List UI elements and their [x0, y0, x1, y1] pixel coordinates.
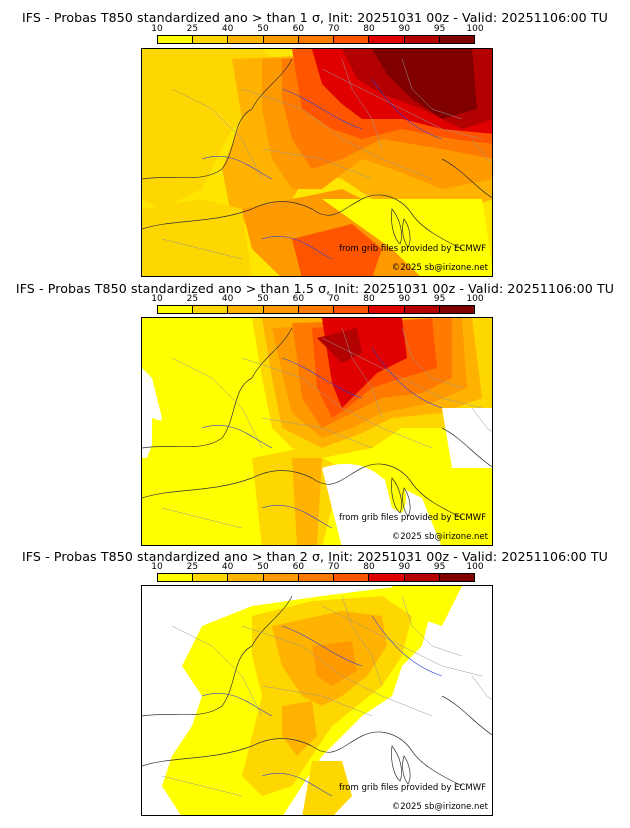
colorbar-tick-label: 10: [151, 294, 163, 304]
colorbar-swatch: [228, 36, 264, 43]
colorbar-tick-label: 60: [292, 24, 305, 34]
colorbar-swatch: [298, 574, 335, 581]
colorbar-tick-label: 40: [221, 562, 234, 572]
colorbar-swatch: [369, 36, 405, 43]
colorbar-swatch: [158, 36, 194, 43]
colorbar-swatch: [263, 306, 299, 313]
colorbar-swatch: [334, 574, 370, 581]
colorbar-swatch: [193, 574, 229, 581]
colorbar-tick-label: 25: [186, 294, 199, 304]
colorbar-tick-label: 90: [398, 562, 411, 572]
map-graphic: [142, 318, 492, 545]
colorbar-tick-label: 40: [221, 294, 234, 304]
colorbar-swatch: [298, 36, 335, 43]
colorbar-tick-label: 90: [398, 294, 411, 304]
panel-title: IFS - Probas T850 standardized ano > tha…: [21, 10, 608, 25]
colorbar-tick-label: 40: [221, 24, 234, 34]
colorbar-swatch: [193, 36, 229, 43]
colorbar-tick-label: 95: [433, 24, 446, 34]
map-panel-3: IFS - Probas T850 standardized ano > tha…: [0, 548, 630, 828]
map-panel-1: IFS - Probas T850 standardized ano > tha…: [0, 0, 630, 280]
colorbar-tick-label: 50: [257, 294, 269, 304]
colorbar-tick-label: 25: [186, 562, 199, 572]
colorbar-tick-label: 50: [257, 24, 269, 34]
colorbar-swatch: [439, 36, 474, 43]
colorbar-swatch: [263, 36, 299, 43]
probability-map: from grib files provided by ECMWF ©2025 …: [141, 585, 493, 816]
colorbar-tick-label: 10: [151, 562, 163, 572]
colorbar-swatch: [334, 36, 370, 43]
probability-map: from grib files provided by ECMWF ©2025 …: [141, 48, 493, 277]
copyright-credit: ©2025 sb@irizone.net: [391, 802, 488, 812]
copyright-credit: ©2025 sb@irizone.net: [391, 532, 488, 542]
map-panel-2: IFS - Probas T850 standardized ano > tha…: [0, 280, 630, 548]
colorbar-swatch: [158, 306, 194, 313]
colorbar-tick-labels: 10 25 40 50 60 70 80 90 95 100: [151, 562, 483, 573]
colorbar-legend: 10 25 40 50 60 70 80 90 95 100: [151, 24, 484, 52]
colorbar-swatch: [298, 306, 335, 313]
colorbar-tick-label: 80: [363, 562, 375, 572]
colorbar-legend: 10 25 40 50 60 70 80 90 95 100: [151, 562, 484, 590]
colorbar-tick-label: 100: [466, 24, 484, 34]
colorbar-tick-label: 70: [327, 24, 340, 34]
colorbar-tick-label: 60: [292, 294, 305, 304]
panel-title: IFS - Probas T850 standardized ano > tha…: [21, 549, 608, 564]
colorbar-tick-label: 70: [327, 294, 340, 304]
probability-map: from grib files provided by ECMWF ©2025 …: [141, 317, 493, 546]
colorbar-swatch: [263, 574, 299, 581]
data-source-credit: from grib files provided by ECMWF: [339, 783, 486, 793]
colorbar-swatch: [369, 574, 405, 581]
colorbar-swatch: [193, 306, 229, 313]
colorbar-swatch: [369, 306, 405, 313]
data-source-credit: from grib files provided by ECMWF: [339, 513, 486, 523]
map-graphic: [142, 49, 492, 276]
colorbar-tick-label: 90: [398, 24, 411, 34]
data-source-credit: from grib files provided by ECMWF: [339, 244, 486, 254]
colorbar-tick-label: 100: [466, 294, 484, 304]
colorbar-swatch: [228, 306, 264, 313]
colorbar-swatch: [158, 574, 194, 581]
colorbar-swatch: [404, 36, 440, 43]
copyright-credit: ©2025 sb@irizone.net: [391, 263, 488, 273]
colorbar-swatch: [404, 574, 440, 581]
colorbar-swatches: [157, 35, 475, 44]
colorbar-swatches: [157, 305, 475, 314]
panel-title: IFS - Probas T850 standardized ano > tha…: [15, 281, 615, 296]
colorbar-tick-label: 60: [292, 562, 305, 572]
colorbar-tick-label: 80: [363, 294, 375, 304]
colorbar-legend: 10 25 40 50 60 70 80 90 95 100: [151, 294, 484, 322]
map-graphic: [142, 586, 492, 815]
colorbar-swatch: [228, 574, 264, 581]
colorbar-tick-label: 95: [433, 294, 446, 304]
colorbar-swatches: [157, 573, 475, 582]
colorbar-tick-label: 70: [327, 562, 340, 572]
colorbar-tick-label: 100: [466, 562, 484, 572]
colorbar-tick-label: 25: [186, 24, 199, 34]
colorbar-swatch: [404, 306, 440, 313]
colorbar-tick-label: 95: [433, 562, 446, 572]
colorbar-tick-labels: 10 25 40 50 60 70 80 90 95 100: [151, 294, 483, 305]
colorbar-swatch: [439, 574, 474, 581]
colorbar-swatch: [334, 306, 370, 313]
colorbar-tick-labels: 10 25 40 50 60 70 80 90 95 100: [151, 24, 483, 35]
colorbar-tick-label: 50: [257, 562, 269, 572]
colorbar-tick-label: 80: [363, 24, 375, 34]
colorbar-swatch: [439, 306, 474, 313]
colorbar-tick-label: 10: [151, 24, 163, 34]
